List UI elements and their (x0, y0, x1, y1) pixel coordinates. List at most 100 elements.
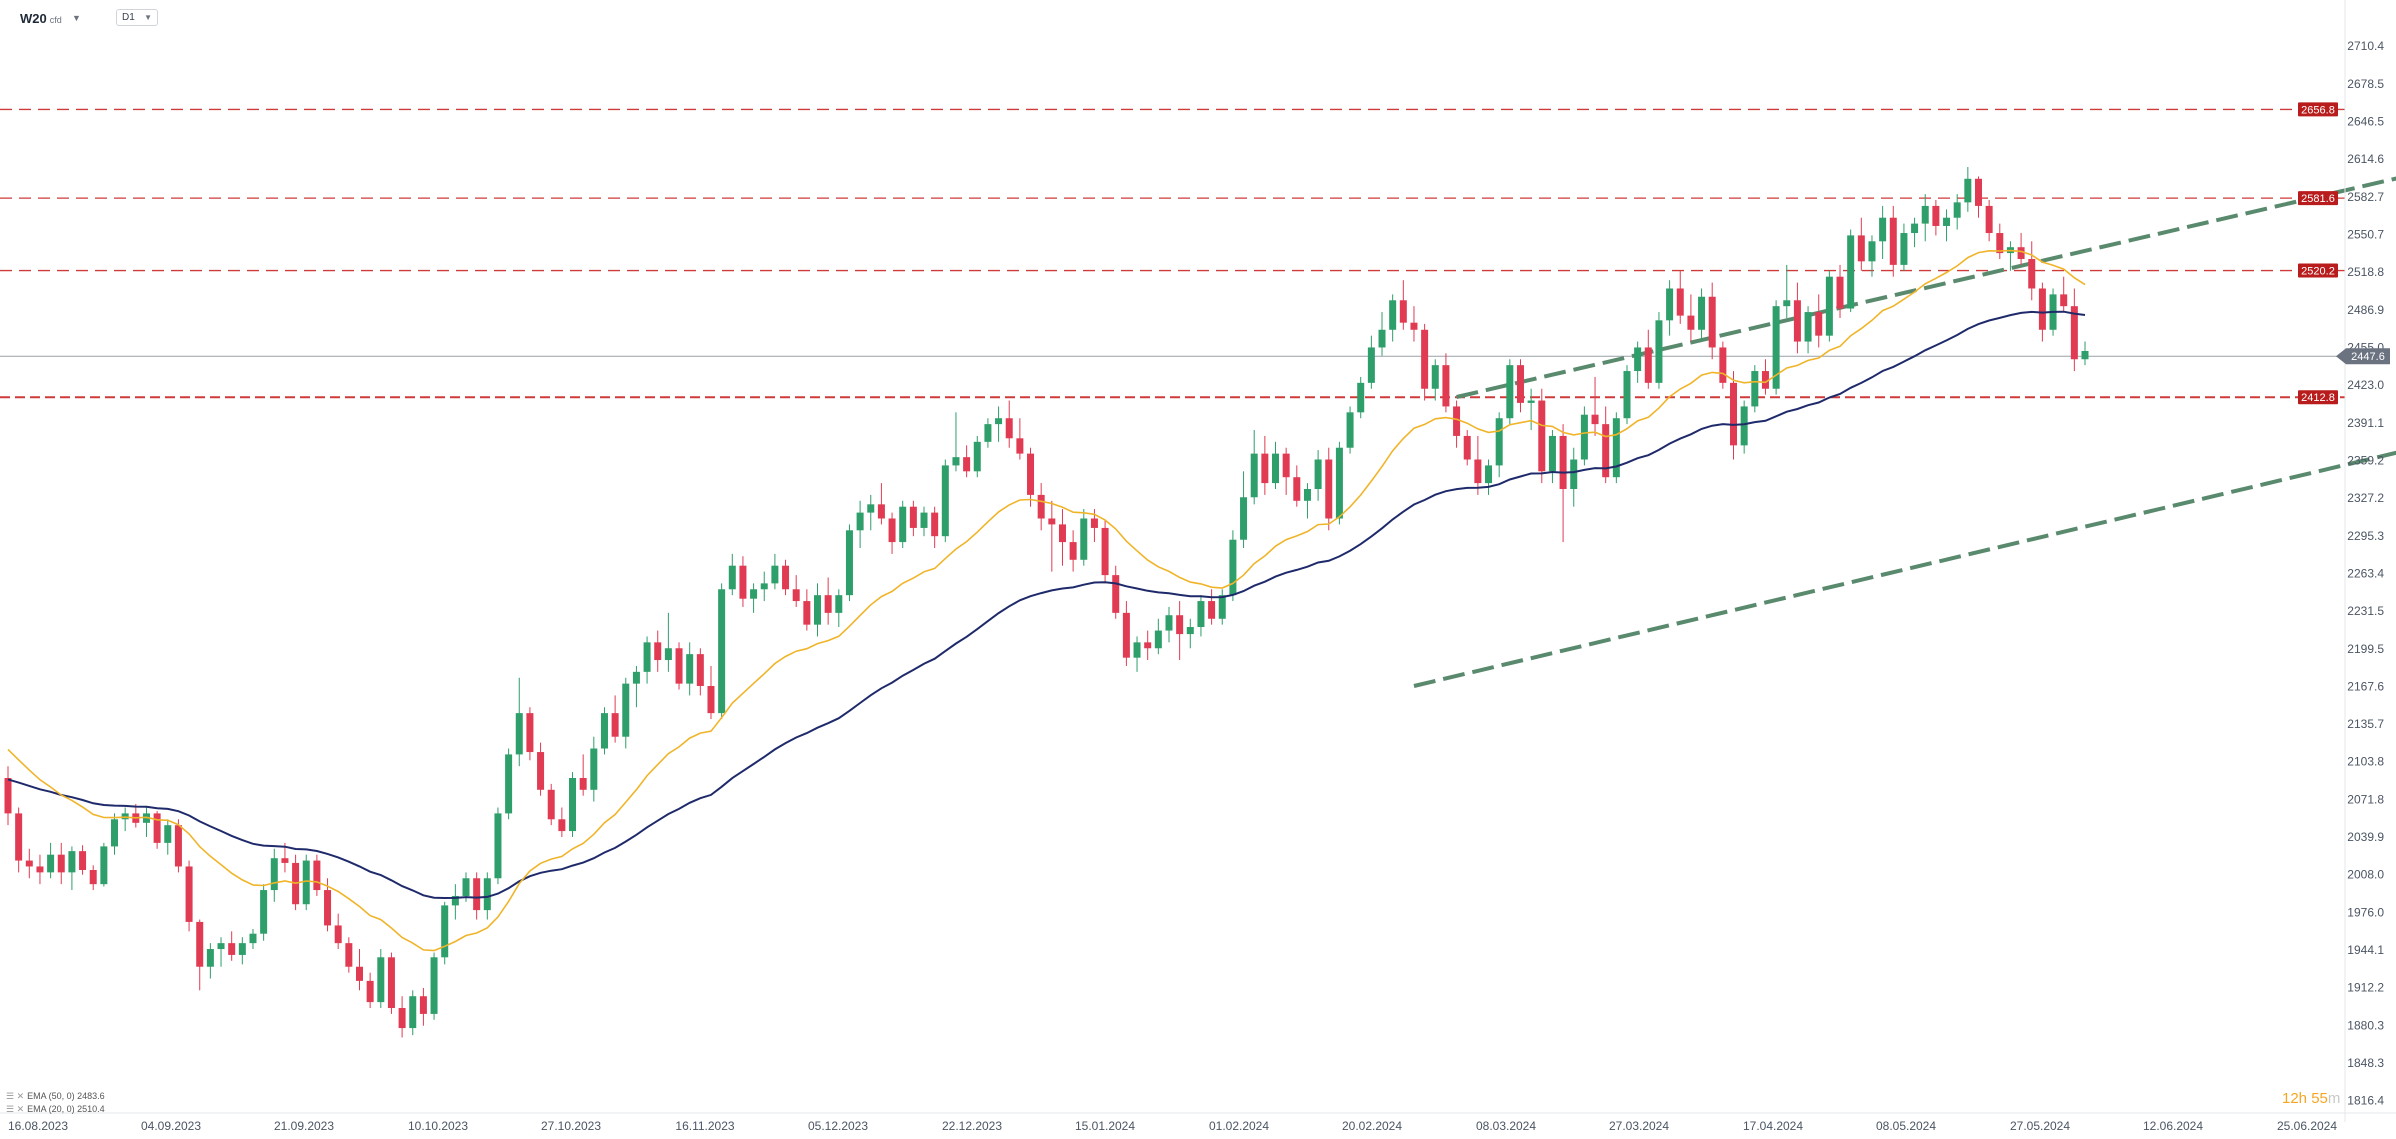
y-tick-label: 2039.9 (2347, 830, 2384, 844)
chart-toolbar: W20 cfd ▼ D1 ▼ (0, 0, 2396, 36)
remove-indicator-icon[interactable]: ☰ ✕ (6, 1091, 25, 1101)
ema-50-line (7, 310, 2086, 900)
symbol-selector[interactable]: W20 cfd (20, 11, 62, 26)
candle-body (451, 895, 459, 906)
remove-indicator-icon[interactable]: ☰ ✕ (6, 1104, 25, 1114)
candle-body (1357, 382, 1365, 413)
candle-body (260, 890, 268, 934)
candle-body (1548, 435, 1556, 472)
candle-body (1879, 217, 1887, 242)
countdown-hours: 12h 55 (2282, 1090, 2328, 1107)
candlesticks (4, 166, 2089, 1038)
candle-body (1538, 400, 1546, 472)
y-tick-label: 1848.3 (2347, 1056, 2384, 1070)
candle-body (941, 465, 949, 537)
candle-body (1751, 371, 1759, 407)
candle-body (1261, 453, 1269, 484)
candle-body (963, 457, 971, 472)
level-tag-label: 2520.2 (2301, 266, 2335, 278)
candle-body (888, 518, 896, 543)
candle-body (984, 424, 992, 442)
candle-body (15, 813, 23, 861)
candle-body (1974, 178, 1982, 206)
level-tag-label: 2581.6 (2301, 193, 2335, 205)
y-tick-label: 1880.3 (2347, 1018, 2384, 1032)
candle-body (281, 858, 289, 863)
y-tick-label: 2582.7 (2347, 190, 2384, 204)
candle-body (739, 565, 747, 599)
candle-body (2038, 288, 2046, 330)
candle-body (483, 878, 491, 911)
candle-body (302, 860, 310, 905)
candle-body (1964, 178, 1972, 203)
candle-body (1453, 406, 1461, 436)
candle-body (334, 925, 342, 944)
candle-body (68, 851, 76, 873)
legend-ema-20[interactable]: ☰ ✕ EMA (20, 0) 2510.4 (6, 1104, 105, 1115)
candle-body (441, 905, 449, 958)
candle-body (803, 601, 811, 625)
candle-body (185, 866, 193, 922)
x-tick-label: 27.05.2024 (2010, 1119, 2070, 1133)
timeframe-select[interactable]: D1 ▼ (116, 9, 158, 26)
candle-body (1218, 595, 1226, 619)
candle-body (1857, 235, 1865, 262)
x-tick-label: 21.09.2023 (274, 1119, 334, 1133)
candle-body (398, 1008, 406, 1029)
symbol-caret-icon[interactable]: ▼ (72, 13, 81, 23)
candle-body (856, 512, 864, 531)
y-axis: 2710.4 2678.5 2646.5 2614.6 2582.7 2550.7 2518… (2344, 0, 2384, 1122)
x-tick-label: 04.09.2023 (141, 1119, 201, 1133)
candle-body (1463, 435, 1471, 460)
candle-body (1985, 205, 1993, 234)
candle-body (1591, 414, 1599, 425)
channel-upper-line (1456, 176, 2396, 399)
candle-body (760, 583, 768, 590)
candle-body (1868, 241, 1876, 262)
candle-body (973, 441, 981, 472)
candle-body (387, 957, 395, 1009)
candle-body (611, 713, 619, 737)
y-tick-label: 2135.7 (2347, 717, 2384, 731)
candle-body (1559, 435, 1567, 490)
candle-body (1027, 453, 1035, 495)
y-tick-label: 2071.8 (2347, 792, 2384, 806)
candle-body (654, 642, 662, 661)
y-tick-label: 2327.2 (2347, 491, 2384, 505)
candle-body (547, 789, 555, 820)
candle-body (1740, 406, 1748, 446)
candle-body (1889, 217, 1897, 265)
ema-lines (7, 249, 2086, 952)
candle-body (590, 748, 598, 790)
horizontal-levels (0, 108, 2345, 399)
candle-body (47, 854, 55, 873)
candle-body (686, 654, 694, 684)
candle-body (1090, 518, 1098, 528)
candle-body (1101, 527, 1109, 576)
candle-body (622, 683, 630, 737)
legend-ema-50[interactable]: ☰ ✕ EMA (50, 0) 2483.6 (6, 1091, 105, 1102)
candle-body (1154, 630, 1162, 649)
y-tick-label: 2678.5 (2347, 77, 2384, 91)
x-tick-label: 08.03.2024 (1476, 1119, 1536, 1133)
candle-body (1943, 217, 1951, 226)
candle-body (632, 671, 640, 684)
candle-body (1570, 459, 1578, 490)
candle-body (1783, 300, 1791, 307)
candle-body (1069, 542, 1077, 560)
candle-body (345, 943, 353, 967)
candle-body (1761, 371, 1769, 389)
candle-body (1314, 459, 1322, 490)
candle-body (196, 921, 204, 967)
candle-body (238, 943, 246, 955)
candle-body (2070, 306, 2078, 360)
candle-body (1516, 365, 1524, 403)
candle-body (217, 943, 225, 950)
candle-body (1303, 489, 1311, 501)
candle-body (355, 966, 363, 981)
x-axis: 16.08.2023 04.09.2023 21.09.2023 10.10.2023… (0, 1112, 2396, 1133)
candle-body (877, 504, 885, 519)
candle-body (1772, 306, 1780, 389)
candle-body (89, 870, 97, 885)
